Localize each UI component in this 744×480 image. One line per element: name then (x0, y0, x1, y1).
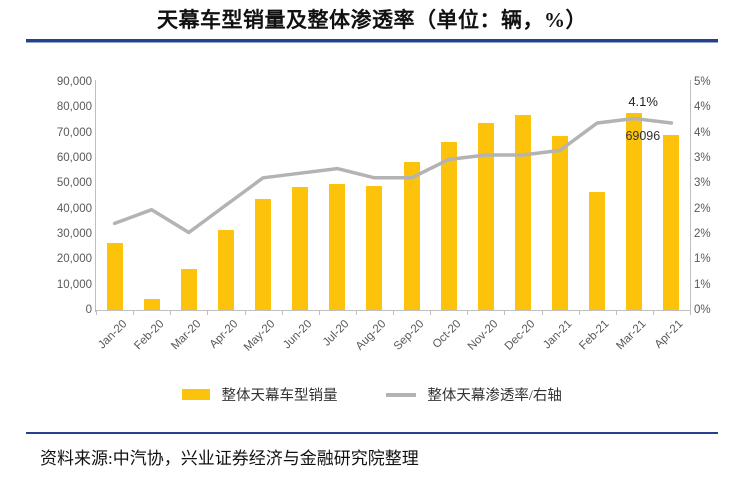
bar[interactable] (366, 185, 383, 310)
y-axis-right-tick-label: 4% (694, 126, 711, 139)
bar[interactable] (143, 298, 160, 310)
y-axis-left-tick-label: 80,000 (56, 101, 92, 114)
title-divider (26, 39, 718, 42)
footer-divider (26, 432, 718, 434)
source-note: 资料来源:中汽协，兴业证券经济与金融研究院整理 (40, 449, 419, 468)
y-axis-left-tick-label: 50,000 (56, 177, 92, 190)
bar[interactable] (626, 112, 643, 310)
x-axis-tick (690, 310, 691, 315)
legend-label-bar: 整体天幕车型销量 (221, 388, 338, 404)
x-axis-tick (207, 310, 209, 315)
legend-label-line: 整体天幕渗透率/右轴 (427, 388, 562, 404)
y-axis-left-line (95, 80, 96, 312)
x-axis-tick (244, 310, 246, 315)
x-axis-tick (281, 310, 283, 315)
title-divider-secondary (26, 42, 718, 43)
x-axis-tick (170, 310, 172, 315)
line-series (112, 116, 674, 235)
x-axis-tick (578, 310, 580, 315)
y-axis-right-tick-label: 4% (694, 101, 711, 114)
bar[interactable] (589, 192, 606, 310)
y-axis-left-tick-label: 90,000 (56, 76, 92, 88)
y-axis-right-tick-label: 5% (694, 76, 711, 88)
y-axis-left-tick-label: 40,000 (56, 202, 92, 215)
bar[interactable] (217, 230, 234, 310)
last-bar-value-annotation: 69096 (625, 128, 661, 143)
page-title: 天幕车型销量及整体渗透率（单位：辆，%） (157, 8, 587, 32)
chart-legend: 整体天幕车型销量 整体天幕渗透率/右轴 (0, 384, 744, 405)
y-axis-left-tick-label: 70,000 (56, 126, 92, 139)
y-axis-right-tick-label: 2% (694, 228, 711, 240)
x-axis-tick (652, 310, 654, 315)
bar-swatch-icon (182, 389, 211, 400)
x-axis-tick (355, 310, 357, 315)
x-axis-tick (467, 310, 469, 315)
line-swatch-icon (385, 392, 416, 397)
y-axis-left-tick-label: 0 (85, 304, 92, 316)
bar[interactable] (255, 199, 272, 310)
y-axis-left-tick-label: 30,000 (56, 228, 92, 240)
bar[interactable] (180, 269, 197, 310)
bar[interactable] (440, 141, 457, 310)
bar[interactable] (106, 242, 123, 310)
x-axis-tick (615, 310, 617, 315)
trend-line[interactable] (112, 116, 674, 235)
x-axis-tick (318, 310, 320, 315)
plot-area (96, 82, 690, 310)
y-axis-right-tick-label: 0% (694, 304, 711, 316)
bar[interactable] (552, 136, 569, 310)
y-axis-right-tick-label: 2% (694, 202, 711, 215)
bar[interactable] (329, 183, 346, 310)
x-axis-tick (504, 310, 506, 315)
x-axis-tick (133, 310, 135, 315)
legend-item-line[interactable]: 整体天幕渗透率/右轴 (385, 384, 562, 405)
y-axis-left-tick-label: 20,000 (56, 253, 92, 266)
y-axis-right-tick-label: 3% (694, 177, 711, 190)
bar-series (96, 82, 690, 310)
y-axis-right-tick-label: 3% (694, 152, 711, 164)
bar[interactable] (477, 122, 494, 310)
x-axis-tick (393, 310, 394, 315)
x-axis-tick (96, 310, 97, 315)
y-axis-right-tick-label: 1% (694, 253, 711, 266)
y-axis-right-tick-label: 1% (694, 278, 711, 291)
y-axis-left-tick-label: 10,000 (56, 278, 92, 291)
bar[interactable] (292, 187, 309, 310)
line-peak-annotation: 4.1% (628, 94, 658, 110)
bar[interactable] (403, 161, 420, 310)
y-axis-right-line (690, 80, 691, 312)
bar[interactable] (663, 134, 680, 310)
legend-item-bar[interactable]: 整体天幕车型销量 (182, 384, 338, 405)
title-block: 天幕车型销量及整体渗透率（单位：辆，%） (0, 0, 744, 48)
x-axis-tick (541, 310, 543, 315)
x-axis-tick (430, 310, 432, 315)
y-axis-left-tick-label: 60,000 (56, 152, 92, 164)
bar[interactable] (514, 114, 531, 310)
